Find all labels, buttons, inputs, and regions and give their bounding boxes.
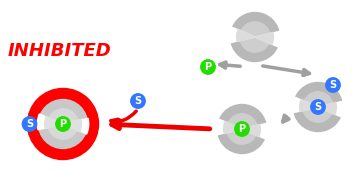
Wedge shape [63,119,81,132]
Circle shape [218,105,266,153]
Circle shape [56,117,70,131]
Circle shape [131,94,145,108]
Circle shape [28,88,98,160]
Circle shape [230,12,280,61]
Circle shape [240,22,270,52]
Text: S: S [134,96,141,106]
Circle shape [48,109,78,139]
Circle shape [294,83,342,132]
Text: P: P [204,62,211,72]
Circle shape [311,100,325,114]
Wedge shape [255,31,281,47]
Circle shape [38,99,88,149]
Circle shape [22,117,37,131]
Text: INHIBITED: INHIBITED [8,42,112,60]
Wedge shape [318,101,344,117]
Wedge shape [229,27,255,43]
Circle shape [227,114,257,144]
Wedge shape [224,121,242,134]
Text: P: P [60,119,66,129]
Wedge shape [45,116,63,129]
Circle shape [326,78,340,92]
Wedge shape [63,118,89,134]
Text: P: P [238,124,246,134]
Text: S: S [26,119,33,129]
Wedge shape [300,99,318,112]
Wedge shape [237,29,255,42]
Text: S: S [314,102,322,112]
Wedge shape [37,114,63,130]
Wedge shape [255,32,273,45]
Wedge shape [242,123,268,139]
Circle shape [303,92,333,122]
Wedge shape [216,119,242,135]
Wedge shape [292,97,318,113]
Wedge shape [242,124,260,137]
Circle shape [201,60,215,74]
Text: S: S [330,80,337,90]
Circle shape [235,122,249,136]
Wedge shape [318,102,336,115]
